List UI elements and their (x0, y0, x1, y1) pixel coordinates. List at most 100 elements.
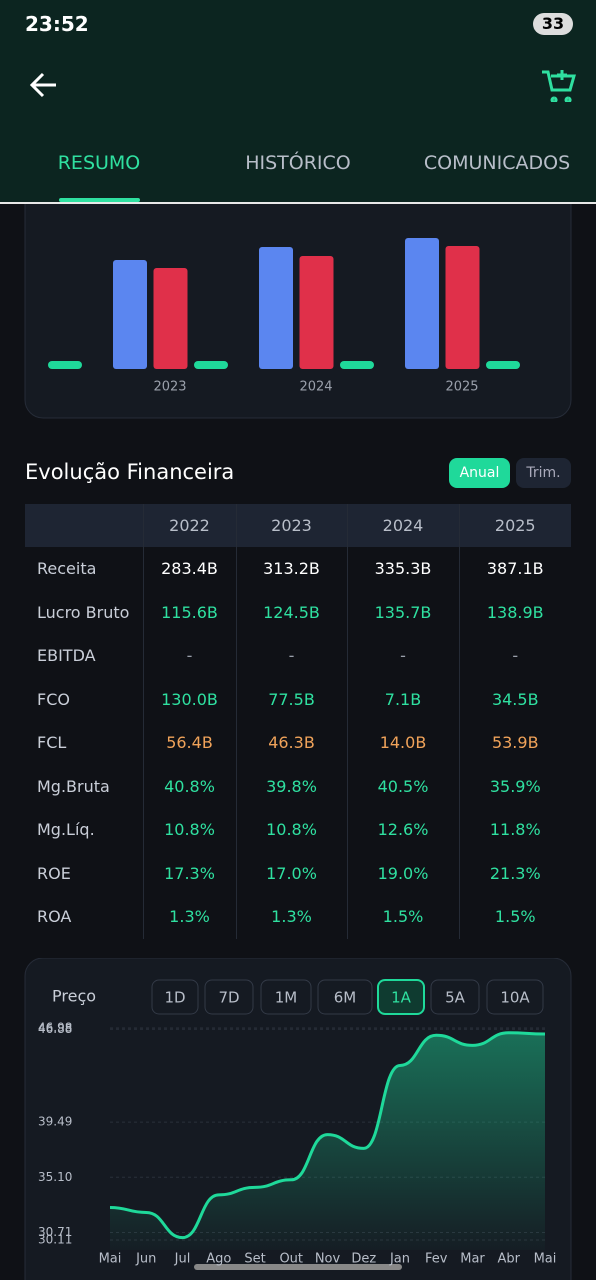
tab[interactable]: COMUNICADOS (423, 152, 571, 174)
column-header: 2025 (459, 504, 571, 547)
x-tick-label: Abr (498, 1252, 521, 1267)
section-title: Evolução Financeira (25, 460, 235, 484)
x-tick-label: 2023 (153, 380, 186, 395)
bar (340, 361, 374, 369)
cell: 11.8% (489, 820, 541, 840)
table-row: FCL 56.4B 46.3B 14.0B 53.9B (25, 721, 571, 765)
cell: 7.1B (347, 677, 460, 721)
cell: 10.8% (143, 808, 237, 852)
cell: - (347, 634, 460, 678)
cell: 40.8% (143, 764, 237, 808)
status-time: 23:52 (25, 12, 89, 36)
x-tick-label: Out (279, 1252, 303, 1267)
period-button[interactable] (377, 979, 425, 1015)
y-tick-label: 46.88 (38, 1022, 72, 1036)
period-label: 5A (445, 989, 466, 1007)
price-line (109, 1031, 546, 1240)
period-button[interactable] (204, 979, 254, 1015)
bar (445, 246, 480, 369)
y-tick-label: 46.98 (38, 1021, 72, 1035)
bar (259, 247, 293, 369)
table-row: ROA 1.3% 1.3% 1.5% 1.5% (25, 895, 571, 939)
period-button[interactable] (317, 979, 373, 1015)
table-row: Lucro Bruto 115.6B 124.5B 135.7B 138.9B (25, 590, 571, 634)
period-label: 6M (334, 989, 357, 1007)
row-label: FCO (25, 677, 144, 721)
x-tick-label: Mar (460, 1252, 485, 1267)
cell: 1.3% (143, 895, 237, 939)
table-row: Receita 283.4B 313.2B 335.3B 387.1B (25, 547, 571, 591)
scroll-indicator (194, 1264, 402, 1270)
x-tick-label: Ago (206, 1252, 231, 1267)
price-label: Preço (52, 987, 96, 1006)
y-tick-label: 30.71 (38, 1225, 72, 1239)
cell: 46.3B (236, 721, 348, 765)
header (0, 0, 596, 204)
bar (486, 361, 520, 369)
row-label: Mg.Líq. (25, 808, 144, 852)
y-tick-label: 39.49 (38, 1115, 72, 1129)
bar (299, 256, 334, 369)
cell: 1.5% (494, 907, 536, 927)
row-label: Mg.Bruta (25, 764, 144, 808)
cell: 138.9B (486, 602, 544, 622)
y-tick-label: 30.11 (38, 1233, 72, 1247)
cell: - (236, 634, 348, 678)
x-tick-label: 2024 (299, 380, 332, 395)
period-button[interactable] (151, 979, 199, 1015)
row-label: FCL (25, 721, 144, 765)
back-button[interactable] (28, 70, 60, 100)
cell: 115.6B (143, 590, 237, 634)
bar (405, 238, 439, 369)
table-row: EBITDA - - - - (25, 634, 571, 678)
cell: 21.3% (489, 863, 541, 883)
column-header: 2024 (347, 504, 460, 547)
cell: 40.5% (347, 764, 460, 808)
financial-table: 2022 2023 2024 2025 Receita 283.4B 313.2B 335.3… (25, 504, 571, 939)
cell: 35.9% (489, 776, 541, 796)
cell: 17.0% (236, 851, 348, 895)
cell: 124.5B (236, 590, 348, 634)
cell: 335.3B (347, 547, 460, 591)
bar-chart: 2023 2024 2025 (24, 204, 572, 419)
x-tick-label: Dez (351, 1252, 376, 1267)
cell: 135.7B (347, 590, 460, 634)
toggle-trim[interactable]: Trim. (516, 458, 571, 488)
period-label: 10A (500, 989, 530, 1007)
cell: 77.5B (236, 677, 348, 721)
period-button[interactable] (260, 979, 312, 1015)
cell: 387.1B (486, 559, 544, 579)
toggle-anual[interactable]: Anual (449, 458, 510, 488)
cell: 313.2B (236, 547, 348, 591)
cart-button[interactable] (540, 68, 576, 102)
period-button[interactable] (486, 979, 544, 1015)
table-row: FCO 130.0B 77.5B 7.1B 34.5B (25, 677, 571, 721)
tab[interactable]: HISTÓRICO (245, 152, 351, 174)
x-tick-label: Set (244, 1252, 265, 1267)
x-tick-label: Mai (99, 1252, 122, 1267)
cell: 56.4B (143, 721, 237, 765)
x-tick-label: Nov (315, 1252, 341, 1267)
cell: 12.6% (347, 808, 460, 852)
cell: 1.3% (236, 895, 348, 939)
period-label: 1M (275, 989, 298, 1007)
bar (194, 361, 228, 369)
cell: 17.3% (143, 851, 237, 895)
cell: 39.8% (236, 764, 348, 808)
bar (48, 361, 82, 369)
period-label: 1D (164, 989, 185, 1007)
x-tick-label: Jun (135, 1252, 156, 1267)
cell: 10.8% (236, 808, 348, 852)
cell: 19.0% (347, 851, 460, 895)
period-button[interactable] (430, 979, 480, 1015)
column-header: 2023 (236, 504, 348, 547)
cell: 130.0B (143, 677, 237, 721)
cell: - (512, 646, 519, 666)
tab[interactable]: RESUMO (57, 152, 141, 174)
x-tick-label: Mai (534, 1252, 557, 1267)
row-label: Lucro Bruto (25, 590, 144, 634)
x-tick-label: Jan (389, 1252, 410, 1267)
table-row: Mg.Líq. 10.8% 10.8% 12.6% 11.8% (25, 808, 571, 852)
